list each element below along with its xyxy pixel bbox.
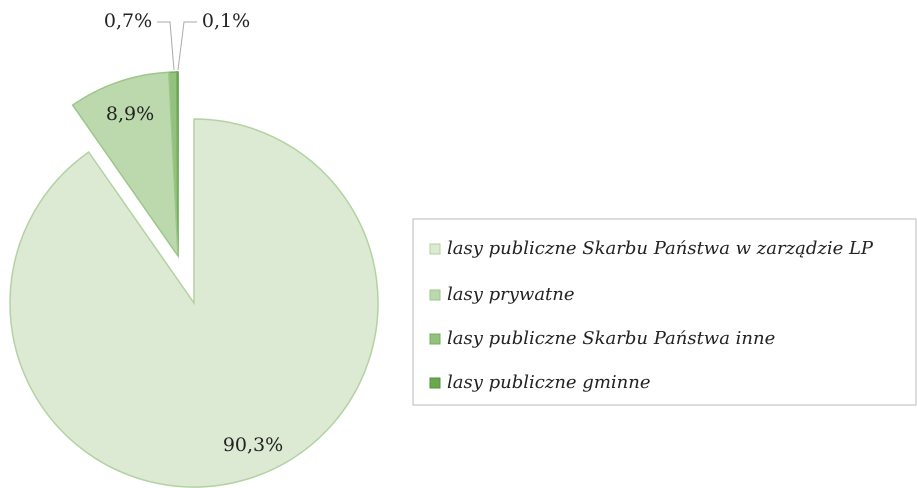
legend-label: lasy publiczne Skarbu Państwa inne [447, 328, 775, 349]
data-label: 90,3% [223, 434, 283, 456]
pie-slice [71, 71, 179, 259]
legend-swatch [429, 289, 441, 301]
data-label: 0,1% [202, 10, 250, 32]
legend-swatch [429, 377, 441, 389]
pie-slice [9, 118, 379, 488]
data-label: 0,7% [104, 10, 152, 32]
legend-label: lasy prywatne [447, 284, 575, 305]
legend-swatch [429, 243, 441, 255]
legend-label: lasy publiczne gminne [447, 372, 650, 393]
legend-swatch [429, 333, 441, 345]
leader-line [177, 21, 197, 71]
legend-box [412, 218, 917, 406]
leader-line [157, 21, 175, 71]
legend: lasy publiczne Skarbu Państwa w zarządzi… [429, 238, 874, 393]
legend-label: lasy publiczne Skarbu Państwa w zarządzi… [447, 238, 874, 259]
data-label: 8,9% [106, 103, 154, 125]
